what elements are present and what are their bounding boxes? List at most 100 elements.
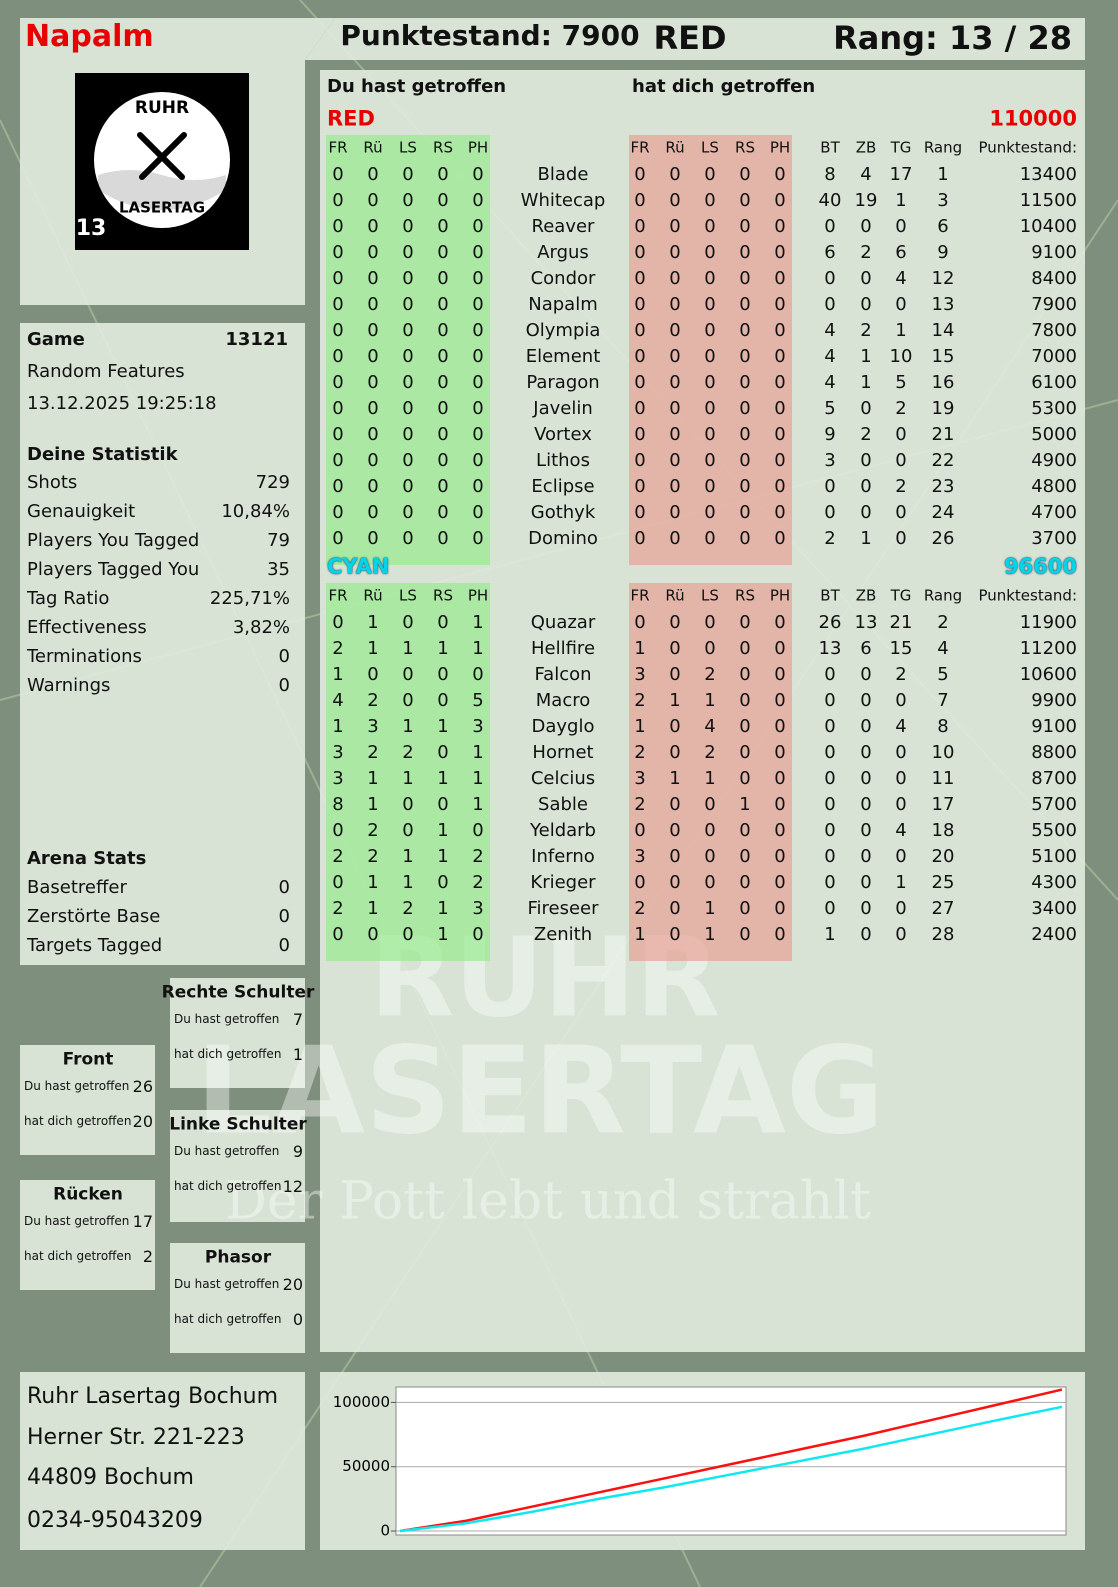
cell: 10 [889, 346, 913, 367]
cell: 0 [669, 372, 681, 393]
cell: 0 [895, 898, 907, 919]
cell: 4 [895, 268, 907, 289]
cell: 0 [472, 476, 484, 497]
cell: 3 [937, 190, 949, 211]
column-header: PH [467, 586, 489, 605]
cell: 0 [895, 528, 907, 549]
cell: 7800 [1031, 320, 1077, 341]
cell: 0 [704, 294, 716, 315]
cell: 2 [634, 794, 646, 815]
player-name: Reaver [531, 216, 595, 237]
column-header: RS [735, 586, 755, 605]
cell: 0 [739, 664, 751, 685]
cell: 0 [634, 190, 646, 211]
cell: 2 [367, 690, 379, 711]
watermark: RUHR LASERTAG Der Pott lebt und strahlt [196, 913, 885, 1231]
cell: 0 [669, 476, 681, 497]
cell: 0 [437, 424, 449, 445]
cell: 0 [634, 476, 646, 497]
cell: 0 [402, 528, 414, 549]
player-name: Quazar [530, 612, 596, 633]
cell: 25 [931, 872, 955, 893]
cell: 13 [818, 638, 842, 659]
cell: 9100 [1031, 716, 1077, 737]
cell: 2 [860, 320, 872, 341]
stat-label: Zerstörte Base [27, 906, 161, 927]
cell: 18 [931, 820, 955, 841]
column-header: RS [735, 138, 755, 157]
cell: 1 [332, 716, 344, 737]
address-line: 0234-95043209 [27, 1508, 203, 1533]
cell: 0 [704, 346, 716, 367]
cell: 0 [402, 216, 414, 237]
cell: 0 [367, 424, 379, 445]
cell: 0 [472, 216, 484, 237]
cell: 0 [367, 924, 379, 945]
cell: 3 [367, 716, 379, 737]
column-header: RS [433, 586, 453, 605]
cell: 0 [367, 372, 379, 393]
cell: 7900 [1031, 294, 1077, 315]
stat-value: 225,71% [209, 588, 290, 609]
cell: 0 [704, 528, 716, 549]
cell: 16 [931, 372, 955, 393]
cell: 4700 [1031, 502, 1077, 523]
zone-value: 20 [282, 1275, 303, 1294]
cell: 0 [860, 664, 872, 685]
stat-value: 0 [278, 877, 290, 898]
cell: 0 [634, 216, 646, 237]
column-header: ZB [855, 138, 877, 157]
cell: 22 [931, 450, 955, 471]
cell: 0 [704, 190, 716, 211]
cell: 0 [860, 502, 872, 523]
stat-value: 79 [267, 530, 290, 551]
cell: 0 [472, 664, 484, 685]
cell: 1 [704, 898, 716, 919]
cell: 0 [739, 528, 751, 549]
team-score: 110000 [989, 106, 1077, 131]
cell: 0 [669, 268, 681, 289]
cell: 0 [860, 294, 872, 315]
cell: 2 [332, 638, 344, 659]
player-name: Fireseer [527, 898, 599, 919]
cell: 0 [634, 372, 646, 393]
cell: 0 [739, 424, 751, 445]
cell: 0 [739, 320, 751, 341]
cell: 0 [472, 242, 484, 263]
cell: 0 [669, 924, 681, 945]
column-header: FR [328, 586, 348, 605]
stat-label: Tag Ratio [27, 588, 110, 609]
zone-value: 0 [292, 1310, 303, 1329]
cell: 0 [860, 768, 872, 789]
cell: 2 [860, 242, 872, 263]
cell: 0 [402, 294, 414, 315]
hit-band-received [629, 135, 792, 565]
cell: 0 [472, 450, 484, 471]
cell: 0 [739, 898, 751, 919]
cell: 15 [889, 638, 913, 659]
column-header: Punktestand: [978, 586, 1077, 605]
cell: 9 [937, 242, 949, 263]
cell: 0 [739, 612, 751, 633]
cell: 0 [332, 424, 344, 445]
cell: 0 [332, 268, 344, 289]
column-header: PH [467, 138, 489, 157]
stat-label: Genauigkeit [27, 501, 136, 522]
cell: 0 [634, 242, 646, 263]
cell: 0 [704, 320, 716, 341]
cell: 0 [774, 768, 786, 789]
cell: 0 [634, 424, 646, 445]
column-header: LS [399, 138, 417, 157]
cell: 1 [402, 846, 414, 867]
cell: 0 [472, 398, 484, 419]
cell: 0 [895, 216, 907, 237]
cell: 0 [402, 820, 414, 841]
stat-label: Shots [27, 472, 78, 493]
logo: RUHR LASERTAG 13 [75, 73, 249, 250]
cell: 0 [669, 502, 681, 523]
cell: 0 [402, 190, 414, 211]
zone-value: 20 [132, 1112, 153, 1131]
cell: 0 [895, 846, 907, 867]
cell: 5 [895, 372, 907, 393]
cell: 0 [472, 320, 484, 341]
